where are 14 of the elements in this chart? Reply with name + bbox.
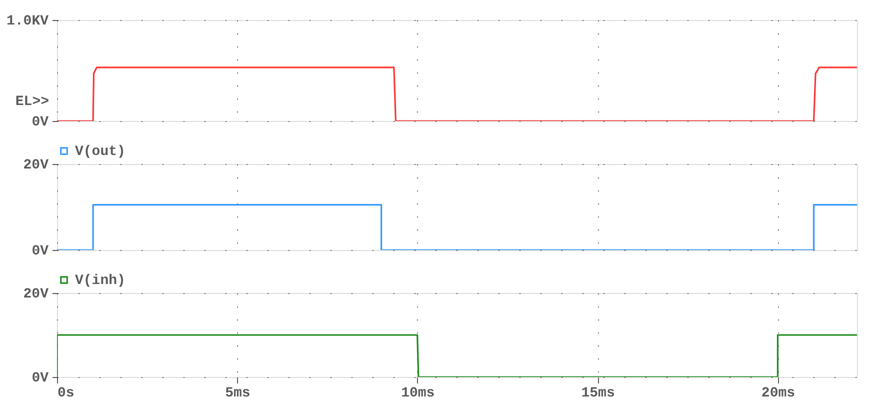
y-tick-label: 1.0KV xyxy=(6,14,50,30)
x-tick-label: 5ms xyxy=(225,386,250,401)
x-tick-label: 10ms xyxy=(401,386,435,401)
text: EL>> xyxy=(15,94,49,110)
y-tick-label: 20V xyxy=(23,286,50,302)
legend-label: V(inh) xyxy=(75,273,126,289)
y-tick-label: 0V xyxy=(32,114,50,130)
y-tick-label: 0V xyxy=(32,244,50,260)
x-tick-label: 0s xyxy=(58,386,74,401)
y-tick-label: 0V xyxy=(32,370,50,386)
x-tick-label: 20ms xyxy=(761,386,796,401)
legend-label: V(out) xyxy=(75,144,126,160)
y-tick-label: 20V xyxy=(23,158,50,174)
x-tick-label: 15ms xyxy=(581,386,615,401)
